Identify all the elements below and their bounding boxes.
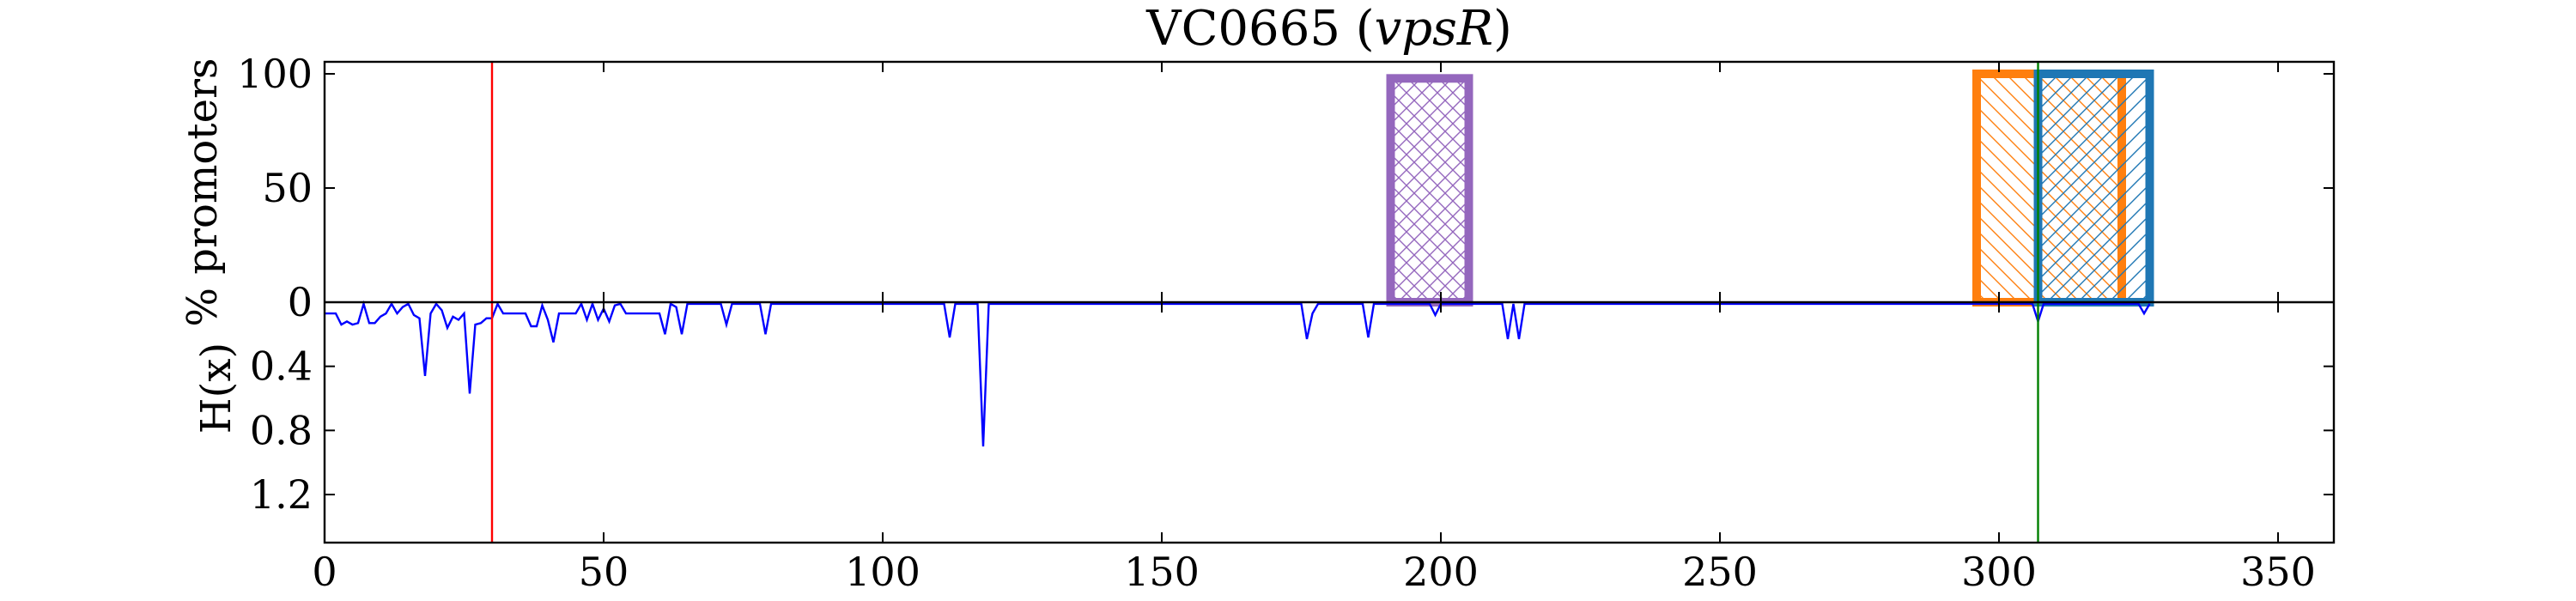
bottom-y-tick-label: 1.2 xyxy=(250,471,313,518)
top-y-tick-label: 0 xyxy=(288,279,313,325)
x-tick-label: 350 xyxy=(2240,549,2316,595)
chart-title-prefix: VC0665 ( xyxy=(1145,1,1374,57)
x-tick-label: 300 xyxy=(1961,549,2037,595)
entropy-line xyxy=(325,300,2151,447)
top-y-tick-label: 100 xyxy=(237,51,313,97)
tick-layer: 0 50 100 150 200 250 300 350 0 50 100 0.4 0.8 1.2 xyxy=(237,51,2334,595)
bottom-y-axis-label: H(x) xyxy=(192,343,240,434)
chart-title-gene: vpsR xyxy=(1375,1,1493,57)
x-tick-label: 0 xyxy=(312,549,337,595)
promoter-bar-1 xyxy=(1386,74,1473,307)
x-tick-label: 250 xyxy=(1682,549,1758,595)
bottom-y-tick-label: 0.4 xyxy=(250,343,313,390)
x-tick-label: 50 xyxy=(579,549,629,595)
promoter-bar-3 xyxy=(2033,70,2154,307)
entropy-layer xyxy=(325,300,2151,447)
bottom-y-tick-label: 0.8 xyxy=(250,407,313,453)
top-y-tick-label: 50 xyxy=(262,165,313,211)
chart-title: VC0665 (vpsR) xyxy=(1145,1,1512,57)
x-tick-label: 150 xyxy=(1124,549,1200,595)
x-tick-label: 100 xyxy=(845,549,920,595)
top-y-axis-label: % promoters xyxy=(179,58,227,326)
chart-title-suffix: ) xyxy=(1493,1,1512,57)
x-tick-label: 200 xyxy=(1403,549,1479,595)
bars-layer xyxy=(1386,70,2154,307)
